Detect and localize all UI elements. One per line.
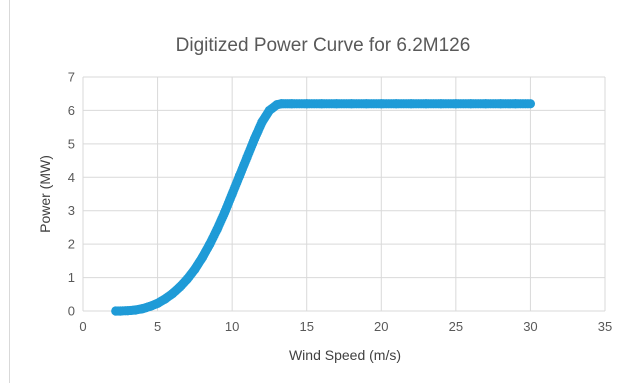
data-point <box>182 274 192 284</box>
data-point <box>160 294 170 304</box>
data-point <box>361 99 371 109</box>
data-point <box>331 99 342 109</box>
data-point <box>264 105 275 116</box>
x-tick-label: 15 <box>299 319 313 334</box>
data-point <box>235 171 245 181</box>
data-point <box>302 99 312 109</box>
data-point <box>257 117 267 127</box>
data-point <box>212 224 222 234</box>
data-point <box>276 99 286 109</box>
data-point <box>138 304 148 314</box>
x-tick-label: 10 <box>225 319 239 334</box>
x-tick-label: 5 <box>154 319 161 334</box>
data-point <box>317 99 327 109</box>
data-point <box>190 264 200 274</box>
data-point <box>175 282 185 292</box>
data-point <box>510 99 521 109</box>
data-point <box>205 239 215 249</box>
data-point <box>145 301 155 311</box>
data-point <box>242 152 252 162</box>
data-point <box>406 99 416 109</box>
y-tick-label: 1 <box>68 270 75 285</box>
y-axis-ticks: 0 1 2 3 4 5 6 7 <box>68 70 75 319</box>
x-tick-label: 0 <box>79 319 86 334</box>
x-axis-label: Wind Speed (m/s) <box>289 347 401 363</box>
y-tick-label: 0 <box>68 304 75 319</box>
x-tick-label: 30 <box>523 319 537 334</box>
data-point <box>249 134 260 144</box>
y-axis-label: Power (MW) <box>37 155 53 233</box>
x-tick-label: 25 <box>449 319 463 334</box>
data-point <box>115 306 125 316</box>
data-point <box>451 99 461 109</box>
data-point <box>466 99 476 109</box>
gridlines <box>82 76 606 312</box>
data-point <box>123 306 133 316</box>
data-point <box>436 99 446 109</box>
data-point <box>287 99 297 109</box>
data-point <box>376 99 386 109</box>
chart-title: Digitized Power Curve for 6.2M126 <box>176 35 471 56</box>
chart-frame-edge <box>9 0 10 383</box>
y-tick-label: 2 <box>68 237 75 252</box>
data-point <box>130 305 140 315</box>
data-series <box>111 99 536 316</box>
data-point <box>421 99 431 109</box>
y-tick-label: 6 <box>68 103 75 118</box>
data-point <box>525 99 536 109</box>
data-point <box>197 252 207 263</box>
y-tick-label: 4 <box>68 170 75 185</box>
data-point <box>167 289 178 299</box>
y-tick-label: 7 <box>68 70 75 85</box>
y-tick-label: 5 <box>68 136 75 151</box>
data-point <box>227 189 237 199</box>
data-point <box>481 99 491 109</box>
x-axis-ticks: 0 5 10 15 20 25 30 35 <box>79 319 612 334</box>
data-point <box>496 99 506 109</box>
data-point <box>346 99 357 109</box>
data-point <box>152 298 163 308</box>
x-tick-label: 20 <box>374 319 388 334</box>
y-tick-label: 3 <box>68 203 75 218</box>
x-tick-label: 35 <box>598 319 612 334</box>
data-point <box>220 207 230 217</box>
data-point <box>391 99 401 109</box>
